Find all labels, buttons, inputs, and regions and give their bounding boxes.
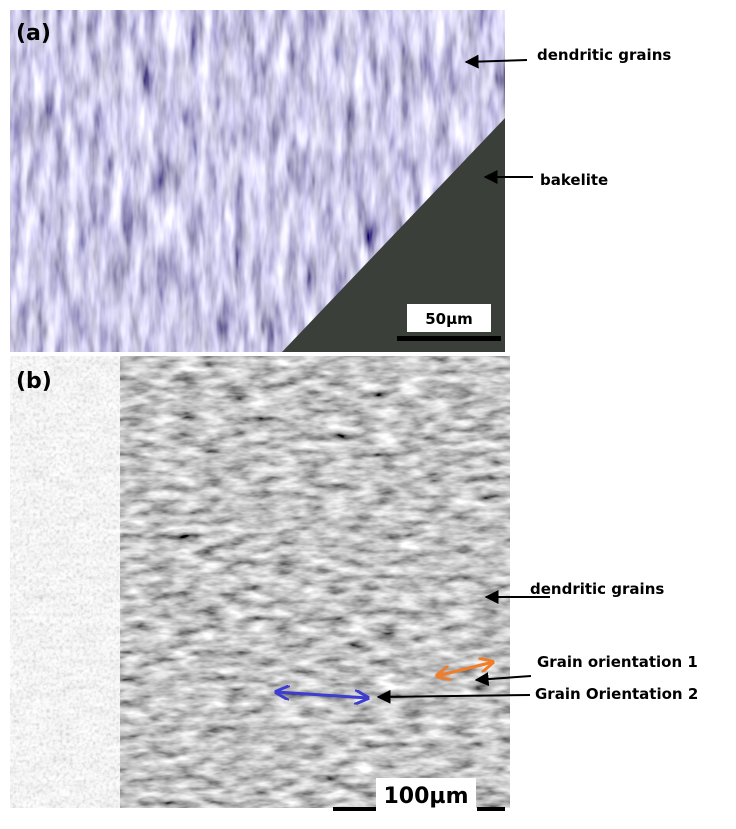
annotation: Grain Orientation 2 (535, 685, 698, 703)
scale-label: 50µm (425, 310, 473, 328)
scale-bar (477, 807, 505, 811)
annotation: dendritic grains (537, 46, 671, 64)
panel-label: (a) (16, 21, 51, 46)
scale-bar (333, 807, 376, 811)
scale-bar (397, 336, 501, 341)
figure: (a) 50µm dendritic grains bakelite (b) 1… (0, 0, 736, 825)
panel-b: (b) 100µm dendritic grains Grain orienta… (10, 356, 698, 811)
annotation: Grain orientation 1 (537, 653, 698, 671)
annotation: dendritic grains (530, 580, 664, 598)
panel-a: (a) 50µm dendritic grains bakelite (10, 10, 671, 352)
scale-label: 100µm (383, 784, 468, 809)
annotation: bakelite (540, 171, 608, 189)
fusion-zone (10, 356, 120, 808)
panel-label: (b) (16, 369, 52, 394)
page: (a) 50µm dendritic grains bakelite (b) 1… (0, 0, 736, 825)
